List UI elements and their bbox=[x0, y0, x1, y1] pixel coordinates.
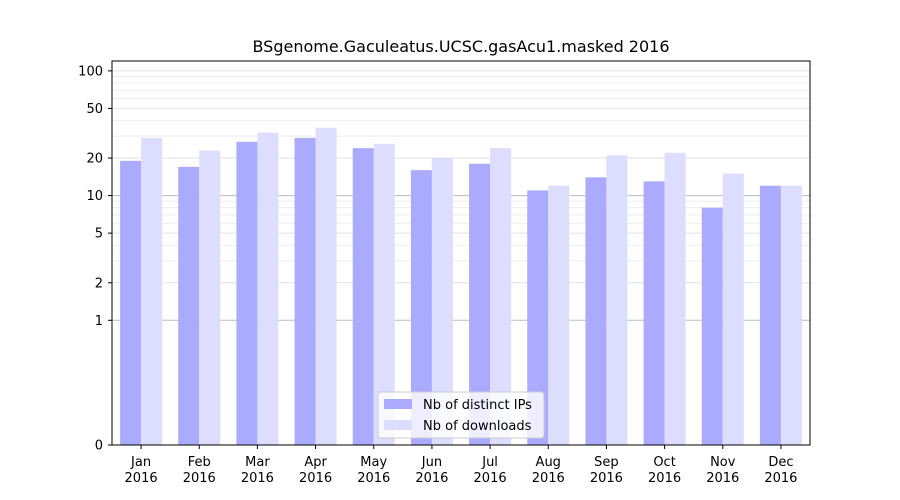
bar-distinct-ips bbox=[527, 190, 549, 445]
x-tick-label-year: 2016 bbox=[357, 471, 390, 486]
bar-distinct-ips bbox=[410, 170, 432, 445]
x-tick-label-month: May bbox=[360, 455, 387, 470]
x-tick-label-year: 2016 bbox=[241, 471, 274, 486]
x-tick-label-month: Jan bbox=[130, 455, 151, 470]
x-tick-label-month: Aug bbox=[536, 455, 561, 470]
bar-downloads bbox=[315, 127, 337, 445]
x-tick-label-month: Feb bbox=[188, 455, 211, 470]
y-tick-label: 5 bbox=[95, 227, 103, 242]
x-tick-label-year: 2016 bbox=[415, 471, 448, 486]
x-tick-label-year: 2016 bbox=[474, 471, 507, 486]
bar-downloads bbox=[606, 155, 628, 445]
y-tick-label: 2 bbox=[95, 276, 103, 291]
bar-downloads bbox=[141, 137, 163, 446]
bar-distinct-ips bbox=[352, 148, 374, 445]
x-tick-label-month: Jul bbox=[481, 455, 498, 470]
bar-downloads bbox=[490, 148, 512, 445]
y-tick-label: 10 bbox=[86, 189, 103, 204]
y-tick-label: 100 bbox=[78, 64, 103, 79]
y-tick-label: 0 bbox=[95, 439, 103, 454]
bar-downloads bbox=[780, 185, 802, 445]
bar-downloads bbox=[199, 150, 221, 445]
bar-downloads bbox=[722, 173, 744, 445]
bar-downloads bbox=[664, 152, 686, 445]
legend-label: Nb of distinct IPs bbox=[423, 398, 532, 413]
bar-distinct-ips bbox=[120, 160, 142, 445]
x-tick-label-month: Mar bbox=[245, 455, 270, 470]
axis-layer: Jan2016Feb2016Mar2016Apr2016May2016Jun20… bbox=[78, 60, 811, 486]
x-tick-label-year: 2016 bbox=[590, 471, 623, 486]
bar-distinct-ips bbox=[643, 181, 665, 445]
x-tick-label-year: 2016 bbox=[183, 471, 216, 486]
y-tick-label: 1 bbox=[95, 314, 103, 329]
bar-distinct-ips bbox=[236, 141, 258, 445]
x-tick-label-year: 2016 bbox=[299, 471, 332, 486]
x-tick-label-month: Jun bbox=[421, 455, 442, 470]
y-tick-label: 50 bbox=[86, 102, 103, 117]
legend: Nb of distinct IPs Nb of downloads bbox=[377, 391, 545, 439]
x-tick-label-month: Dec bbox=[768, 455, 793, 470]
legend-swatch bbox=[384, 420, 412, 430]
bar-distinct-ips bbox=[469, 163, 491, 445]
bar-downloads bbox=[373, 143, 395, 446]
x-tick-label-month: Apr bbox=[304, 455, 327, 470]
bar-downloads bbox=[431, 158, 453, 445]
bars-layer bbox=[120, 127, 802, 446]
x-tick-label-year: 2016 bbox=[706, 471, 739, 486]
y-tick-label: 20 bbox=[86, 152, 103, 167]
bar-downloads bbox=[548, 185, 570, 445]
x-tick-label-year: 2016 bbox=[532, 471, 565, 486]
plot-frame bbox=[111, 60, 811, 446]
bar-distinct-ips bbox=[585, 177, 607, 445]
legend-swatch bbox=[384, 399, 412, 409]
x-tick-label-month: Nov bbox=[710, 455, 736, 470]
legend-label: Nb of downloads bbox=[423, 419, 532, 434]
bar-distinct-ips bbox=[759, 185, 781, 445]
x-tick-label-year: 2016 bbox=[125, 471, 158, 486]
x-tick-label-month: Sep bbox=[594, 455, 619, 470]
chart-title: BSgenome.Gaculeatus.UCSC.gasAcu1.masked … bbox=[252, 37, 669, 56]
x-tick-label-month: Oct bbox=[653, 455, 675, 470]
legend-box bbox=[377, 391, 545, 439]
bar-downloads bbox=[257, 132, 279, 446]
bar-distinct-ips bbox=[294, 137, 316, 446]
bar-distinct-ips bbox=[701, 207, 723, 445]
bar-distinct-ips bbox=[178, 166, 200, 445]
x-tick-label-year: 2016 bbox=[648, 471, 681, 486]
x-tick-label-year: 2016 bbox=[764, 471, 797, 486]
